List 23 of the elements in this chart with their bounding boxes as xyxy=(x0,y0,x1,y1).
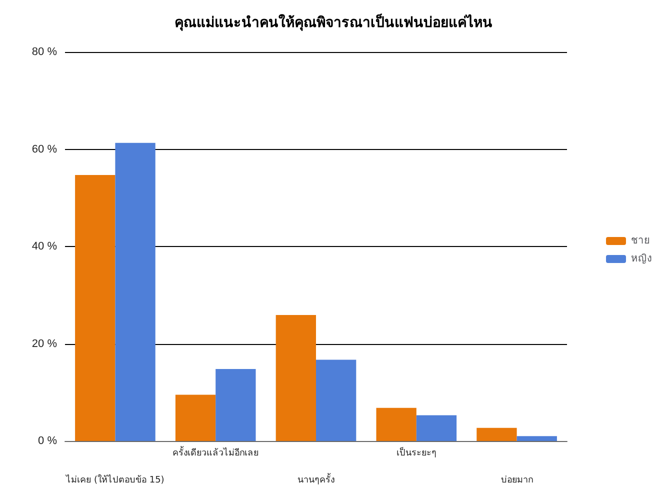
bar xyxy=(516,436,557,441)
y-tick-label: 0 % xyxy=(38,435,58,447)
x-tick-label: ครั้งเดียวแล้วไม่อีกเลย xyxy=(172,446,259,458)
bar xyxy=(416,415,457,441)
legend-label: ชาย xyxy=(631,236,650,246)
bar xyxy=(316,360,356,441)
bar xyxy=(115,142,156,441)
y-tick-label: 80 % xyxy=(32,46,58,58)
bar xyxy=(376,408,416,441)
x-tick-label: นานๆครั้ง xyxy=(298,472,334,486)
x-tick-label: เป็นระยะๆ xyxy=(396,446,436,458)
x-tick-label: บ่อยมาก xyxy=(500,476,533,486)
x-tick-label: ไม่เคย (ให้ไปตอบข้อ 15) xyxy=(65,474,164,486)
y-tick-label: 60 % xyxy=(32,143,58,156)
bar xyxy=(175,394,216,441)
chart-title: คุณแม่แนะนำคนให้คุณพิจารณาเป็นแฟนบ่อยแค่ไหน xyxy=(174,13,492,31)
y-tick-label: 40 % xyxy=(32,240,58,252)
bar xyxy=(75,175,116,441)
bar xyxy=(216,369,256,441)
bar xyxy=(276,315,316,441)
legend-label: หญิง xyxy=(631,254,652,264)
y-tick-label: 20 % xyxy=(32,338,58,350)
bar xyxy=(476,428,517,441)
